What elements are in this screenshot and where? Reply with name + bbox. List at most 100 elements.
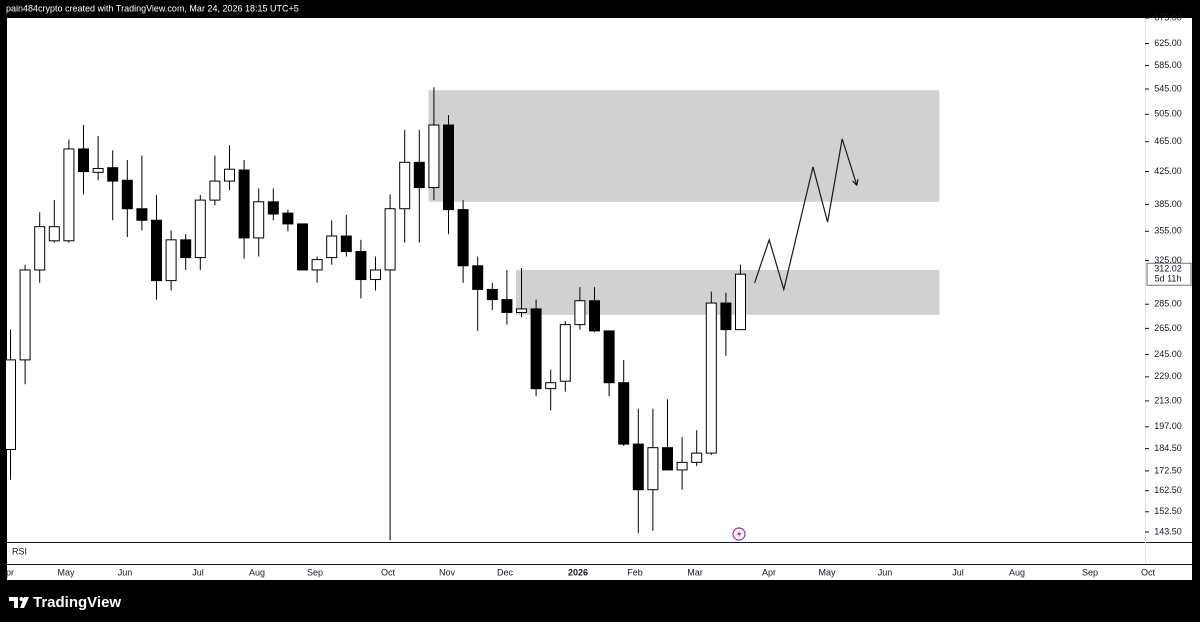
time-axis-label: Sep — [307, 567, 323, 577]
header-text: pain484crypto created with TradingView.c… — [6, 3, 299, 13]
price-tick-label: 355.00 — [1154, 226, 1182, 236]
time-axis-label: Jun — [118, 567, 133, 577]
candle-body — [676, 461, 688, 471]
candle-body — [516, 308, 527, 313]
candle-body — [530, 308, 542, 390]
candle-body — [457, 209, 469, 267]
last-price-box — [1146, 262, 1192, 286]
candle-body — [107, 167, 119, 182]
candle-body — [632, 443, 644, 491]
candle-body — [311, 259, 323, 271]
price-tick-label: 625.00 — [1154, 38, 1182, 48]
price-tick-label: 229.00 — [1154, 371, 1182, 381]
time-axis-label: Oct — [1141, 567, 1156, 577]
candle-body — [224, 168, 235, 182]
candle-body — [399, 161, 411, 210]
candle-body — [151, 219, 162, 282]
candle-body — [340, 235, 352, 253]
candle-body — [5, 359, 16, 450]
price-tick-label: 172.50 — [1154, 465, 1182, 475]
time-axis-label: Sep — [1082, 567, 1098, 577]
candle-body — [267, 201, 279, 215]
price-tick-label: 675.00 — [1154, 12, 1182, 22]
candle-body — [662, 447, 673, 471]
projection-arrowhead — [852, 179, 859, 187]
time-axis-label: pr — [6, 567, 14, 577]
price-tick-label: 505.00 — [1154, 109, 1182, 119]
candle-body — [238, 169, 250, 239]
candle-body — [603, 330, 615, 384]
time-axis-label: Aug — [249, 567, 265, 577]
price-tick-label: 285.00 — [1154, 299, 1182, 309]
candle-body — [253, 201, 265, 239]
candle-body — [705, 302, 717, 454]
price-tick-label: 385.00 — [1154, 199, 1182, 209]
candle-body — [355, 251, 367, 281]
candle-body — [194, 199, 206, 259]
candle-body — [647, 447, 659, 491]
candle-body — [545, 382, 557, 390]
footer-logo — [9, 597, 29, 608]
candle-body — [92, 167, 104, 173]
price-tick-label: 425.00 — [1154, 166, 1182, 176]
candle-body — [384, 208, 396, 271]
candle-body — [209, 180, 221, 201]
price-tick-label: 143.50 — [1154, 526, 1182, 536]
time-axis-label: May — [818, 567, 836, 577]
time-axis-label: Nov — [439, 567, 456, 577]
price-tick-label: 465.00 — [1154, 136, 1182, 146]
candle-body — [501, 299, 513, 313]
candle-body — [735, 273, 746, 331]
candle-body — [428, 124, 440, 189]
candle-body — [121, 179, 133, 210]
candle-body — [180, 239, 192, 259]
time-axis-label: Apr — [762, 567, 776, 577]
time-axis-label: Dec — [497, 567, 514, 577]
candle-body — [472, 265, 484, 290]
price-tick-label: 325.00 — [1154, 255, 1182, 265]
candle-body — [720, 302, 732, 331]
candle-body — [136, 208, 148, 221]
price-tick-label: 197.00 — [1154, 421, 1182, 431]
time-axis-label: 2026 — [568, 567, 588, 577]
alert-icon — [732, 527, 746, 541]
price-tick-label: 152.50 — [1154, 506, 1182, 516]
time-axis-label: Jul — [192, 567, 204, 577]
time-axis-label: Mar — [687, 567, 703, 577]
time-axis-label: Oct — [381, 567, 396, 577]
time-axis-label: Jun — [878, 567, 893, 577]
time-axis-label: Aug — [1009, 567, 1025, 577]
candle-body — [19, 269, 31, 361]
price-tick-label: 545.00 — [1154, 83, 1182, 93]
candle-body — [370, 269, 381, 281]
candle-body — [574, 300, 586, 326]
last-price-label: 312.02 — [1154, 264, 1182, 274]
candle-body — [443, 124, 454, 211]
price-tick-label: 245.00 — [1154, 349, 1182, 359]
candle-body — [413, 161, 425, 189]
candles — [5, 87, 746, 541]
candle-body — [618, 382, 630, 445]
price-tick-label: 585.00 — [1154, 60, 1182, 70]
candle-body — [63, 148, 75, 242]
price-tick-label: 213.00 — [1154, 395, 1182, 405]
candle-body — [34, 226, 46, 271]
candle-body — [326, 235, 338, 259]
zone — [428, 90, 940, 202]
indicator-label: RSI — [12, 546, 27, 556]
projection-path — [754, 138, 858, 292]
time-axis-label: Jul — [952, 567, 964, 577]
candle-body — [589, 300, 600, 332]
time-axis-label: Feb — [627, 567, 643, 577]
time-axis-label: May — [57, 567, 75, 577]
footer-brand: TradingView — [33, 594, 121, 611]
price-tick-label: 265.00 — [1154, 323, 1182, 333]
candle-body — [691, 452, 703, 463]
candle-body — [486, 288, 498, 301]
candle-body — [282, 212, 294, 225]
price-tick-label: 184.50 — [1154, 443, 1182, 453]
candle-body — [165, 239, 177, 282]
price-tick-label: 162.50 — [1154, 485, 1182, 495]
